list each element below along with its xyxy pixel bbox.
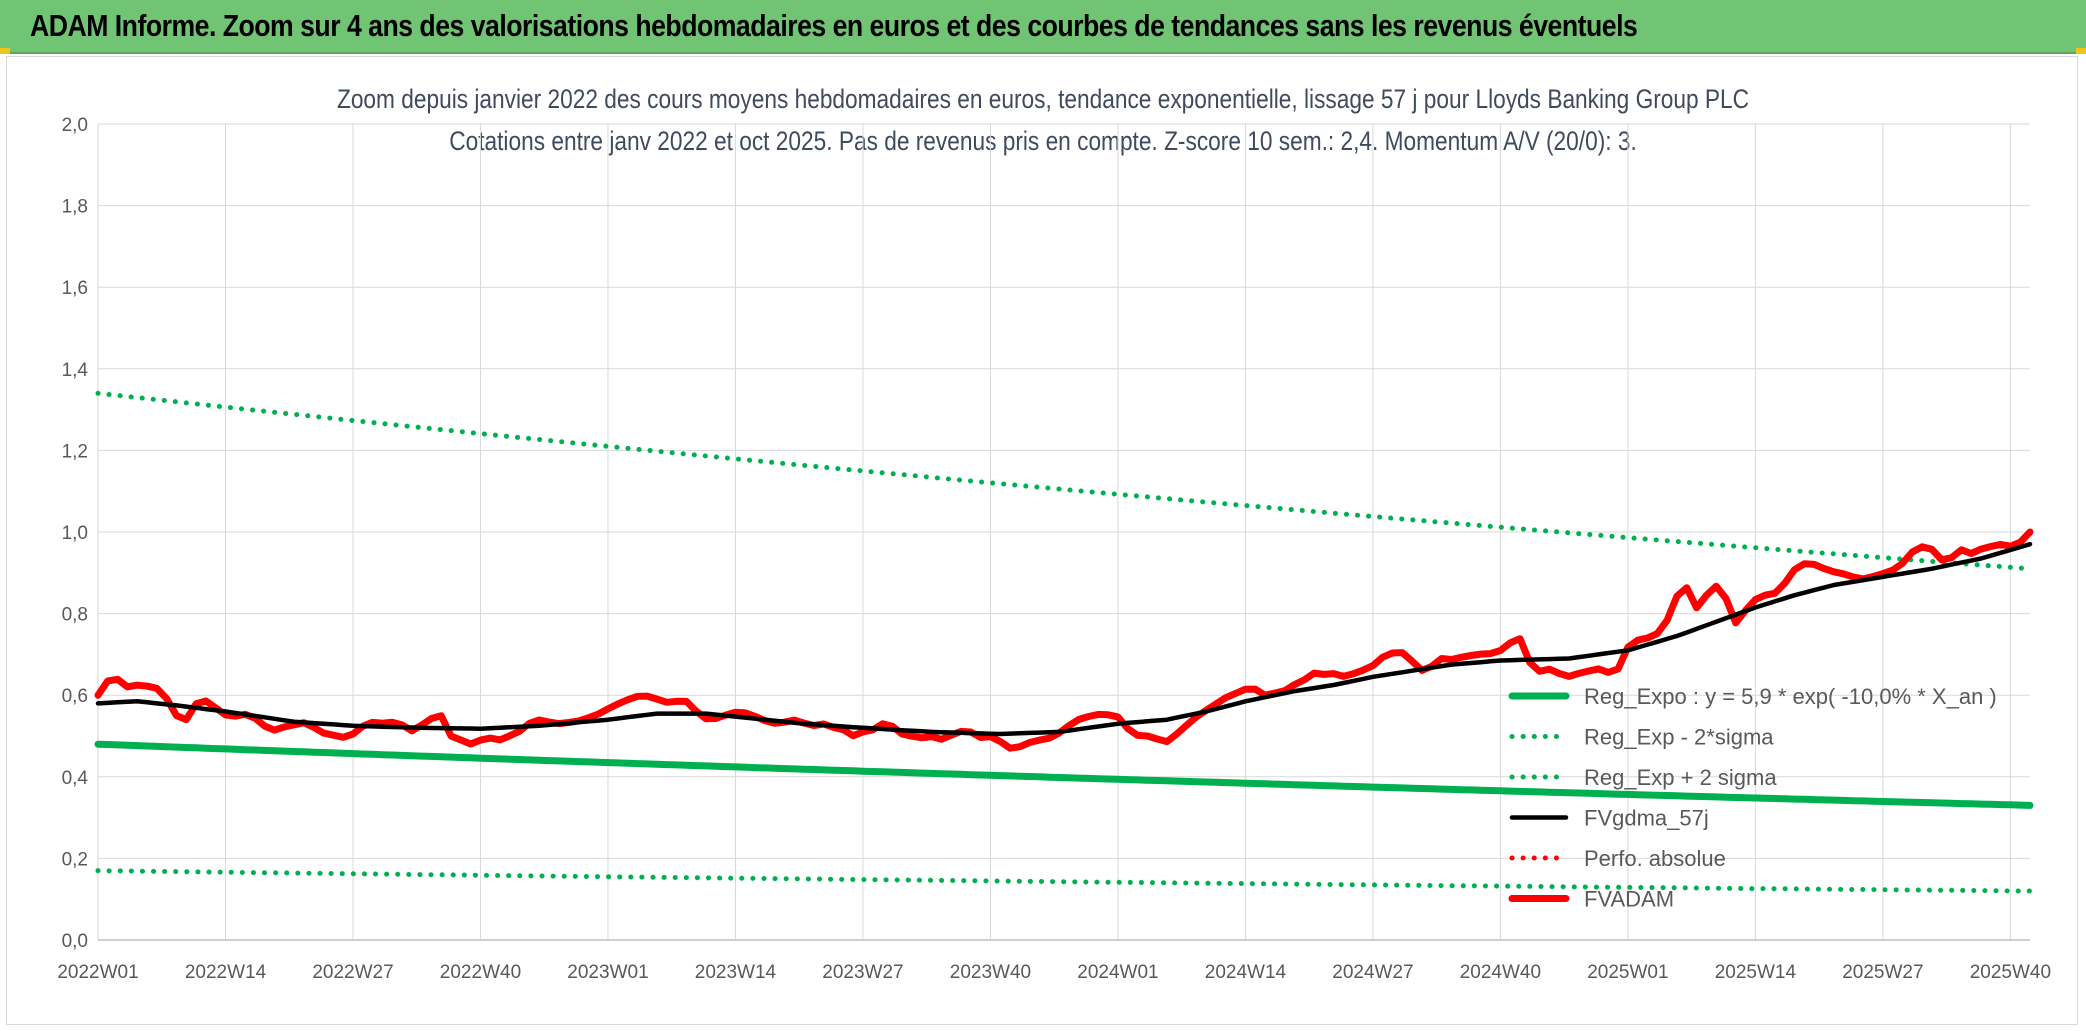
y-tick-label: 1,0 [62, 523, 88, 544]
report-title: ADAM Informe. Zoom sur 4 ans des valoris… [30, 8, 1638, 43]
x-tick-label: 2024W01 [1077, 962, 1158, 983]
y-tick-label: 0,6 [62, 686, 88, 707]
x-tick-label: 2022W40 [440, 962, 521, 983]
chart-frame [6, 56, 2078, 1025]
series-5-line [94, 528, 2034, 752]
y-tick-label: 1,8 [62, 197, 88, 218]
x-tick-label: 2024W40 [1460, 962, 1541, 983]
x-tick-label: 2025W27 [1842, 962, 1923, 983]
corner-mark-left [0, 48, 10, 54]
y-tick-label: 1,2 [62, 441, 88, 462]
legend-label: FVgdma_57j [1584, 806, 1709, 831]
legend-label: Reg_Exp - 2*sigma [1584, 725, 1774, 750]
series-1-line [95, 868, 2033, 894]
legend-label: Reg_Exp + 2 sigma [1584, 765, 1777, 790]
x-tick-label: 2023W14 [695, 962, 777, 983]
x-tick-label: 2024W14 [1205, 962, 1287, 983]
chart-title: Zoom depuis janvier 2022 des cours moyen… [336, 84, 1750, 114]
y-tick-label: 0,8 [62, 605, 88, 626]
x-tick-label: 2023W40 [950, 962, 1031, 983]
x-tick-label: 2025W01 [1587, 962, 1668, 983]
x-tick-label: 2025W14 [1715, 962, 1797, 983]
x-tick-label: 2023W01 [567, 962, 648, 983]
series-3-line [95, 541, 2033, 737]
legend-label: FVADAM [1584, 887, 1674, 912]
x-tick-label: 2024W27 [1332, 962, 1413, 983]
x-tick-label: 2022W01 [57, 962, 138, 983]
y-tick-label: 0,0 [62, 931, 88, 952]
x-tick-label: 2022W14 [185, 962, 267, 983]
y-tick-label: 2,0 [62, 115, 88, 136]
x-tick-label: 2025W40 [1970, 962, 2051, 983]
y-tick-label: 0,4 [62, 768, 89, 789]
y-tick-label: 1,6 [62, 278, 88, 299]
series-2-line [95, 390, 2033, 572]
legend-label: Perfo. absolue [1584, 846, 1726, 871]
y-tick-label: 1,4 [62, 360, 89, 381]
x-tick-label: 2022W27 [312, 962, 393, 983]
y-tick-label: 0,2 [62, 849, 88, 870]
x-tick-label: 2023W27 [822, 962, 903, 983]
chart-subtitle: Cotations entre janv 2022 et oct 2025. P… [449, 126, 1637, 156]
legend-label: Reg_Expo : y = 5,9 * exp( -10,0% * X_an … [1584, 684, 1997, 709]
series-0-line [94, 740, 2034, 809]
corner-mark-right [2076, 48, 2086, 54]
report-banner: ADAM Informe. Zoom sur 4 ans des valoris… [0, 0, 2086, 54]
